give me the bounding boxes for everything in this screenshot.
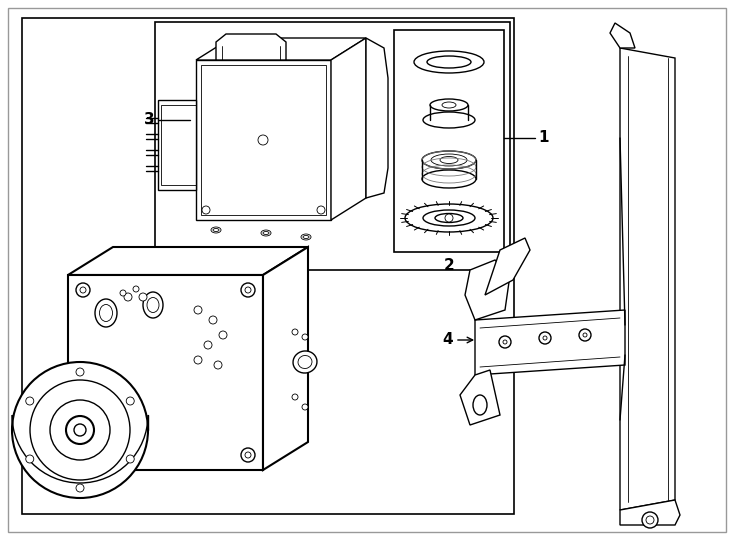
Circle shape [219, 331, 227, 339]
Polygon shape [475, 310, 625, 375]
Polygon shape [485, 238, 530, 295]
Bar [201, 65, 326, 215]
Polygon shape [196, 60, 331, 220]
Circle shape [302, 404, 308, 410]
Circle shape [214, 361, 222, 369]
Polygon shape [620, 48, 675, 510]
Ellipse shape [430, 99, 468, 111]
Circle shape [258, 135, 268, 145]
Circle shape [120, 290, 126, 296]
Circle shape [539, 332, 551, 344]
Ellipse shape [422, 170, 476, 188]
Circle shape [80, 452, 86, 458]
Circle shape [445, 214, 453, 222]
Circle shape [317, 206, 325, 214]
Text: 3: 3 [145, 112, 155, 127]
Ellipse shape [147, 298, 159, 313]
Ellipse shape [213, 228, 219, 232]
Ellipse shape [405, 204, 493, 232]
Polygon shape [610, 23, 635, 48]
Ellipse shape [414, 51, 484, 73]
Polygon shape [158, 100, 196, 190]
Circle shape [124, 293, 132, 301]
Ellipse shape [423, 112, 475, 128]
Ellipse shape [303, 235, 309, 239]
Circle shape [66, 416, 94, 444]
Ellipse shape [422, 151, 476, 169]
Text: 4: 4 [443, 333, 453, 348]
Circle shape [76, 484, 84, 492]
Polygon shape [196, 38, 366, 60]
Circle shape [126, 397, 134, 405]
Ellipse shape [430, 114, 468, 126]
Circle shape [194, 306, 202, 314]
Circle shape [74, 424, 86, 436]
Circle shape [245, 452, 251, 458]
Ellipse shape [143, 292, 163, 318]
Circle shape [139, 293, 147, 301]
Ellipse shape [293, 351, 317, 373]
Circle shape [76, 448, 90, 462]
Ellipse shape [440, 157, 458, 164]
Circle shape [76, 283, 90, 297]
Circle shape [579, 329, 591, 341]
Polygon shape [68, 275, 263, 470]
Polygon shape [460, 370, 500, 425]
Circle shape [642, 512, 658, 528]
Circle shape [543, 336, 547, 340]
Circle shape [204, 341, 212, 349]
Ellipse shape [100, 305, 112, 321]
Polygon shape [465, 260, 510, 320]
Polygon shape [331, 38, 366, 220]
Circle shape [26, 455, 34, 463]
Ellipse shape [301, 234, 311, 240]
Circle shape [503, 340, 507, 344]
Circle shape [76, 368, 84, 376]
Bar [394, 30, 504, 252]
Circle shape [209, 316, 217, 324]
Circle shape [80, 287, 86, 293]
Bar [161, 105, 196, 185]
Circle shape [646, 516, 654, 524]
Ellipse shape [435, 213, 463, 222]
Polygon shape [68, 247, 308, 275]
Ellipse shape [298, 355, 312, 368]
Polygon shape [620, 500, 680, 525]
Circle shape [202, 206, 210, 214]
Ellipse shape [95, 299, 117, 327]
Polygon shape [366, 38, 388, 198]
Polygon shape [263, 247, 308, 470]
Ellipse shape [423, 210, 475, 226]
Circle shape [241, 448, 255, 462]
Circle shape [26, 397, 34, 405]
Polygon shape [216, 34, 286, 60]
Ellipse shape [263, 232, 269, 234]
Ellipse shape [427, 56, 471, 68]
Circle shape [292, 329, 298, 335]
Circle shape [245, 287, 251, 293]
Ellipse shape [442, 102, 456, 108]
Text: 2: 2 [443, 258, 454, 273]
Ellipse shape [211, 227, 221, 233]
Circle shape [292, 394, 298, 400]
Circle shape [194, 356, 202, 364]
Circle shape [499, 336, 511, 348]
Circle shape [583, 333, 587, 337]
Ellipse shape [261, 230, 271, 236]
Ellipse shape [473, 395, 487, 415]
Bar [22, 18, 514, 514]
Circle shape [126, 455, 134, 463]
Bar [155, 22, 510, 270]
Text: 1: 1 [538, 131, 548, 145]
Circle shape [133, 286, 139, 292]
Ellipse shape [431, 154, 467, 166]
Circle shape [241, 283, 255, 297]
Circle shape [302, 334, 308, 340]
Circle shape [12, 362, 148, 498]
